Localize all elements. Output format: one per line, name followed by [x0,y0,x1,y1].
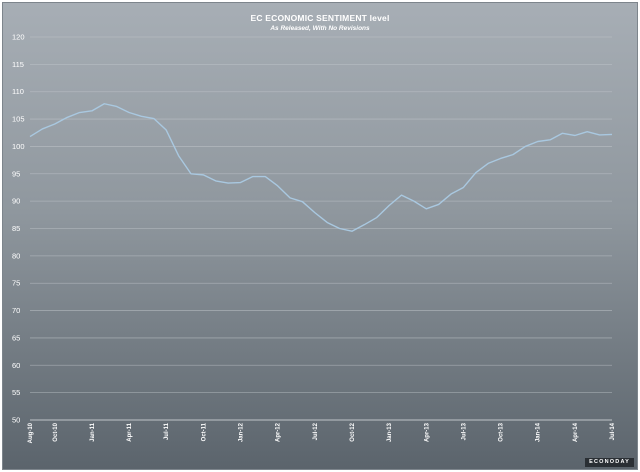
y-tick-90: 90 [12,197,20,206]
chart-title: EC ECONOMIC SENTIMENT level [250,13,390,23]
y-tick-100: 100 [12,142,25,151]
y-tick-95: 95 [12,169,20,178]
x-tick-Jul-13: Jul-13 [461,422,467,440]
x-tick-Oct-12: Oct-12 [350,422,356,441]
x-tick-Apr-14: Apr-14 [573,422,579,442]
y-tick-80: 80 [12,251,20,260]
series-line-0 [29,103,613,232]
x-tick-Apr-11: Apr-11 [127,422,133,441]
x-tick-Jan-13: Jan-13 [387,422,393,442]
y-tick-50: 50 [12,416,20,425]
y-tick-115: 115 [12,60,24,69]
y-tick-105: 105 [12,115,25,124]
x-tick-Jul-12: Jul-12 [313,422,319,440]
chart-subtitle: As Released, With No Revisions [270,25,370,32]
x-tick-Oct-11: Oct-11 [201,422,207,441]
x-tick-Jan-14: Jan-14 [536,422,542,442]
y-tick-120: 120 [12,33,25,42]
x-axis: Aug-10 Oct-10 Jan-11 Apr-11 Jul-11 Oct-11 Jan-… [28,419,616,443]
x-tick-Jan-12: Jan-12 [239,422,245,442]
y-tick-65: 65 [12,333,20,342]
x-tick-Jan-11: Jan-11 [90,422,96,441]
y-tick-85: 85 [12,224,20,233]
y-axis: 50 55 60 65 70 75 80 85 90 95 100 105 110 115 120 [12,33,25,425]
x-tick-Oct-10: Oct-10 [53,422,59,441]
x-tick-Oct-13: Oct-13 [499,422,505,441]
series-layer [29,103,613,232]
x-tick-Apr-12: Apr-12 [276,422,282,442]
y-tick-110: 110 [12,87,24,96]
x-tick-Jul-14: Jul-14 [610,422,616,440]
y-tick-75: 75 [12,279,20,288]
y-tick-60: 60 [12,361,20,370]
x-tick-Jul-11: Jul-11 [164,422,170,440]
x-tick-Apr-13: Apr-13 [424,422,430,442]
x-tick-Aug-10: Aug-10 [28,422,34,443]
y-tick-70: 70 [12,306,20,315]
y-tick-55: 55 [12,388,20,397]
brand-logo: ECONODAY [585,458,634,467]
gridlines [30,36,612,421]
